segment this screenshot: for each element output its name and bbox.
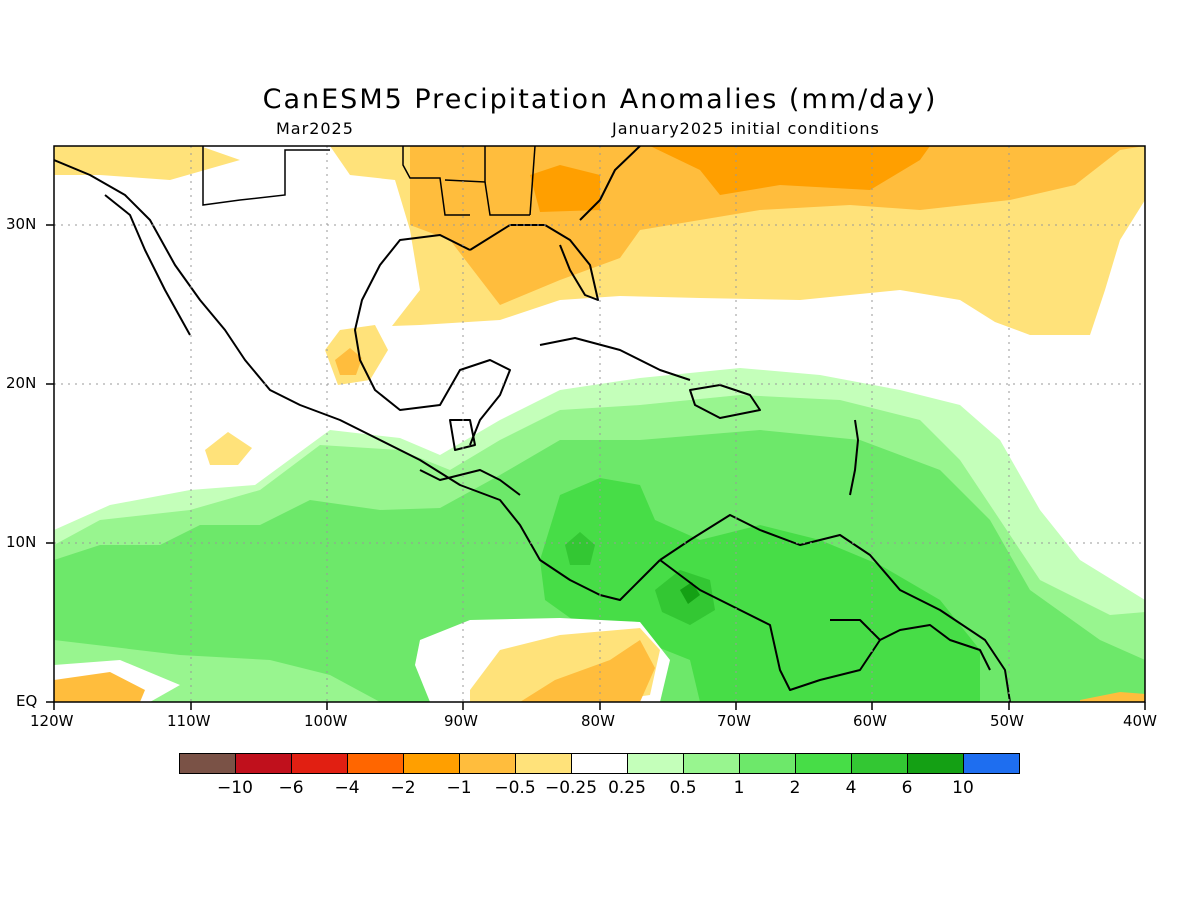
wet-anomaly-region	[565, 532, 595, 565]
colorbar-swatch	[515, 753, 572, 774]
x-tick-label: 70W	[717, 712, 751, 730]
colorbar-label: −0.25	[544, 778, 598, 798]
colorbar-swatch	[963, 753, 1020, 774]
colorbar-label: −0.5	[494, 778, 536, 798]
wet-anomaly-region	[680, 582, 700, 604]
anomaly-fill	[54, 146, 1145, 702]
colorbar-swatch	[459, 753, 516, 774]
colorbar-label: 0.5	[669, 778, 697, 798]
colorbar-label: −6	[278, 778, 304, 798]
x-tick-label: 120W	[30, 712, 74, 730]
colorbar-label: −10	[217, 778, 253, 798]
forecast-month: Mar2025	[276, 119, 354, 138]
x-tick-label: 100W	[304, 712, 348, 730]
colorbar-swatch	[571, 753, 628, 774]
colorbar-swatch	[795, 753, 852, 774]
colorbar-label: 2	[789, 778, 801, 798]
x-tick-label: 90W	[444, 712, 478, 730]
colorbar-swatch	[179, 753, 236, 774]
colorbar-label: −2	[390, 778, 416, 798]
colorbar-label: 6	[901, 778, 913, 798]
dry-anomaly-region	[520, 640, 655, 702]
y-tick-label: EQ	[16, 692, 38, 710]
dry-anomaly-region	[520, 146, 930, 212]
colorbar-label: −4	[334, 778, 360, 798]
dry-anomaly-region	[54, 146, 240, 180]
x-tick-label: 50W	[990, 712, 1024, 730]
colorbar-label: 10	[952, 778, 974, 798]
y-tick-label: 10N	[6, 533, 37, 551]
colorbar-swatch	[235, 753, 292, 774]
colorbar-label: −1	[446, 778, 472, 798]
colorbar-swatch	[291, 753, 348, 774]
initial-conditions-label: January2025 initial conditions	[612, 119, 880, 138]
colorbar-label: 0.25	[608, 778, 646, 798]
chart-title: CanESM5 Precipitation Anomalies (mm/day)	[262, 84, 938, 115]
x-tick-label: 40W	[1123, 712, 1157, 730]
colorbar-swatch	[347, 753, 404, 774]
gridlines	[54, 146, 1145, 702]
y-tick-label: 20N	[6, 374, 37, 392]
state-borders	[202, 146, 536, 216]
colorbar-swatch	[683, 753, 740, 774]
colorbar-swatch	[851, 753, 908, 774]
dry-anomaly-region	[205, 432, 252, 465]
colorbar-label: 4	[845, 778, 857, 798]
colorbar-swatch	[627, 753, 684, 774]
colorbar-label: 1	[733, 778, 745, 798]
coastlines	[54, 146, 1011, 702]
dry-anomaly-region	[54, 672, 145, 702]
x-tick-label: 110W	[167, 712, 211, 730]
dry-anomaly-region	[335, 348, 362, 375]
axis-ticks	[46, 224, 1146, 710]
y-tick-label: 30N	[6, 215, 37, 233]
colorbar-swatch	[907, 753, 964, 774]
x-tick-label: 60W	[853, 712, 887, 730]
colorbar-swatch	[403, 753, 460, 774]
dry-anomaly-region	[1080, 692, 1145, 702]
wet-anomaly-region	[540, 478, 980, 702]
colorbar-swatch	[739, 753, 796, 774]
x-tick-label: 80W	[581, 712, 615, 730]
